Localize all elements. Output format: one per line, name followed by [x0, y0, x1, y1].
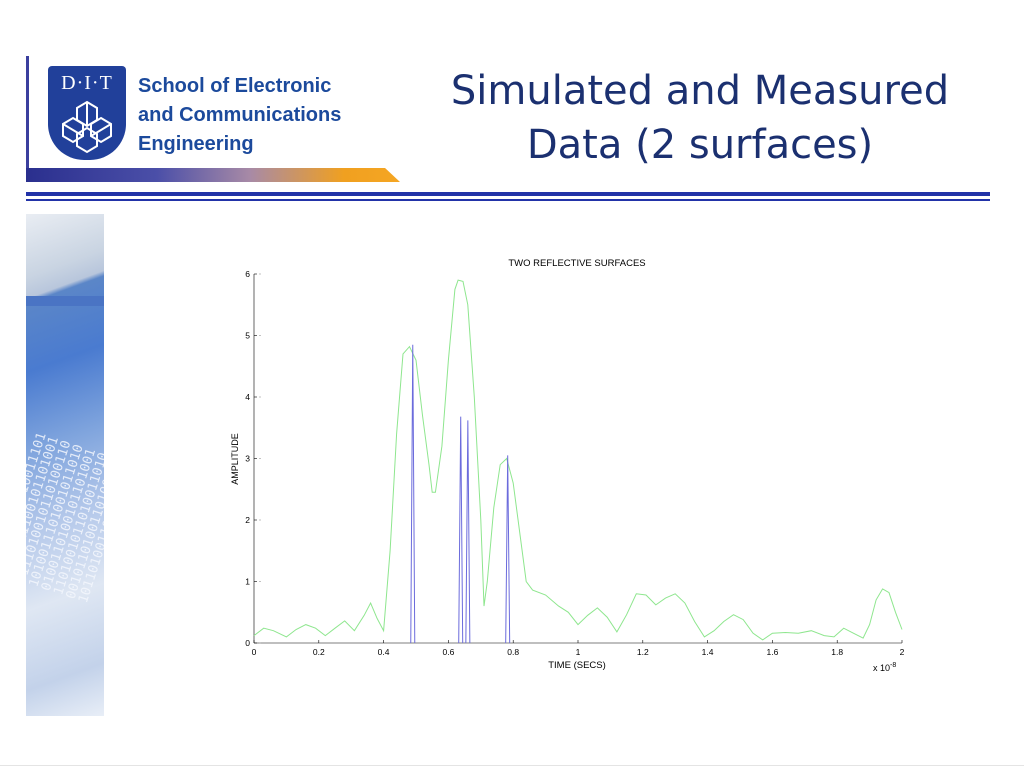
chart-y-axis-label: AMPLITUDE	[230, 433, 240, 485]
logo-gradient-strip	[26, 168, 400, 182]
chart-title: TWO REFLECTIVE SURFACES	[508, 258, 645, 269]
chart-y-tick-label: 3	[245, 454, 250, 464]
chart-x-tick-label: 1.8	[831, 647, 843, 657]
chart-y-tick-label: 0	[245, 638, 250, 648]
reflective-surfaces-chart: TWO REFLECTIVE SURFACES AMPLITUDE TIME (…	[230, 258, 905, 673]
chart-y-tick-label: 2	[245, 515, 250, 525]
school-name-line-3: Engineering	[138, 133, 254, 155]
chart-x-multiplier-exponent: -8	[890, 662, 896, 669]
chart-x-tick-label: 0.6	[442, 647, 454, 657]
chart-x-tick-label: 0.2	[313, 647, 325, 657]
title-divider	[26, 192, 990, 196]
chart-impulse-line	[410, 344, 416, 644]
logo-text: D·I·T	[61, 72, 113, 94]
footer-rule	[0, 765, 1024, 766]
chart-x-tick-label: 0.4	[378, 647, 390, 657]
slide-title: Simulated and Measured Data (2 surfaces)	[430, 64, 970, 172]
chart-axes: 0 1 2 3 4 5 6 0 0.2 0.4 0.6 0.8 1 1.2 1.4 1.6 1.8 2	[245, 269, 904, 657]
chart-series	[253, 279, 903, 644]
chart-y-tick-label: 4	[245, 392, 250, 402]
chart-series-line-0	[253, 279, 903, 641]
chart-x-tick-label: 1.4	[702, 647, 714, 657]
chart-y-tick-label: 1	[245, 577, 250, 587]
chart-x-multiplier-base: x 10	[873, 663, 890, 673]
chart-x-tick-label: 1	[576, 647, 581, 657]
school-name-line-1: School of Electronic	[138, 75, 332, 97]
chart-x-axis-label: TIME (SECS)	[548, 660, 606, 671]
chart-impulse-line	[465, 420, 471, 644]
chart-x-tick-label: 0	[252, 647, 257, 657]
chart-impulse-line	[505, 455, 511, 644]
school-name-line-2: and Communications	[138, 104, 342, 126]
chart-y-tick-label: 5	[245, 331, 250, 341]
chart-x-tick-label: 1.2	[637, 647, 649, 657]
dit-crest-icon: D·I·T	[48, 66, 126, 160]
photo-band	[26, 296, 104, 306]
slide-title-line-1: Simulated and Measured	[450, 68, 950, 114]
school-name: School of Electronic and Communications …	[138, 72, 341, 159]
slide-title-line-2: Data (2 surfaces)	[526, 122, 874, 168]
binary-digits-photo: 0110100011010011101 1001011100101101001 …	[26, 214, 104, 716]
chart-x-multiplier: x 10-8	[873, 662, 896, 673]
chart-x-tick-label: 2	[900, 647, 905, 657]
title-divider-thin	[26, 199, 990, 201]
chart-x-tick-label: 0.8	[507, 647, 519, 657]
binary-digits-overlay: 0110100011010011101 1001011100101101001 …	[26, 430, 104, 605]
chart-impulse-line	[458, 416, 464, 644]
school-logo-block: D·I·T School of Electronic and Communica…	[26, 56, 400, 182]
chart-x-tick-label: 1.6	[766, 647, 778, 657]
chart-y-tick-label: 6	[245, 269, 250, 279]
